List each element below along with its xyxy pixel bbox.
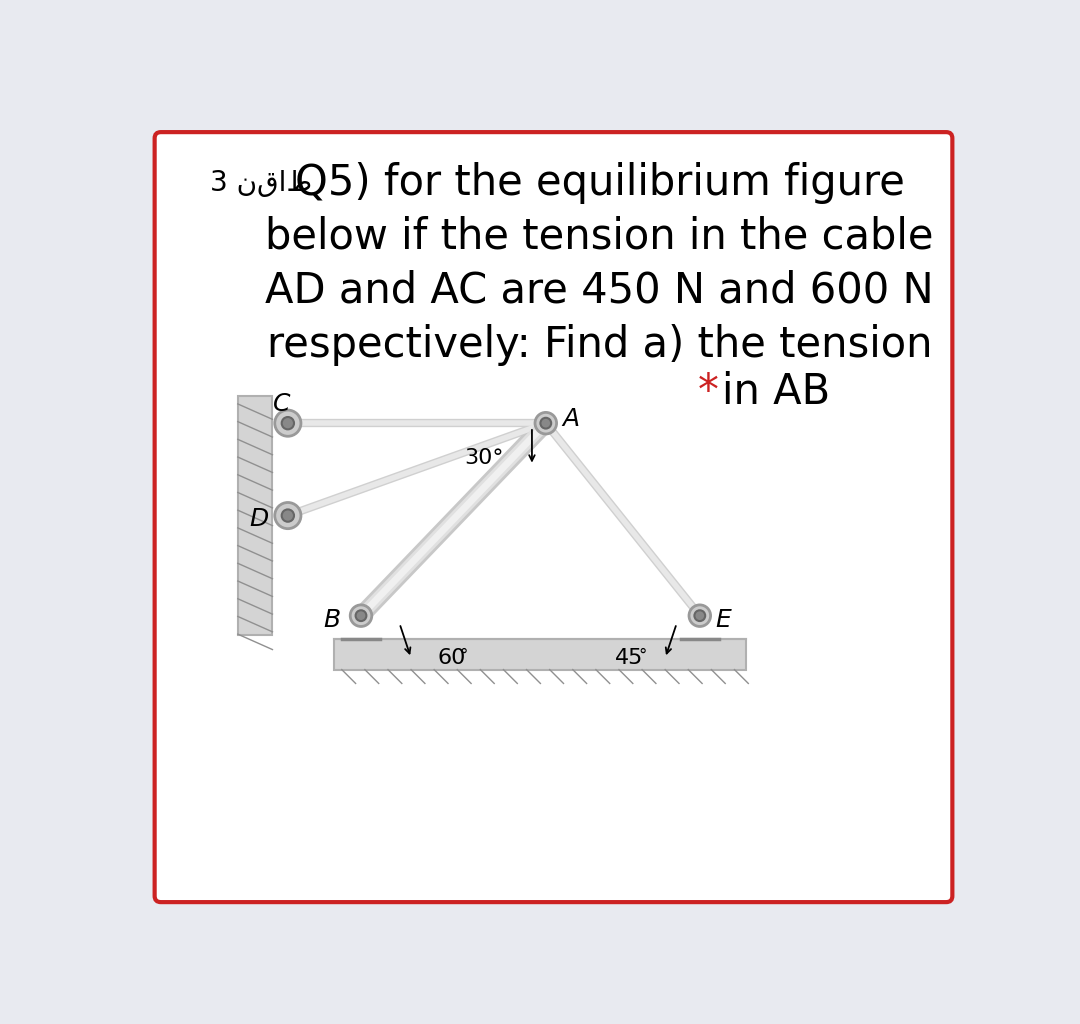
Circle shape <box>540 418 551 429</box>
Circle shape <box>274 503 301 528</box>
Circle shape <box>535 413 556 434</box>
Circle shape <box>694 610 705 622</box>
Text: 60: 60 <box>438 648 467 668</box>
Circle shape <box>355 610 366 622</box>
Text: E: E <box>715 607 731 632</box>
Circle shape <box>350 605 372 627</box>
Text: C: C <box>273 392 291 416</box>
Text: °: ° <box>460 646 468 665</box>
Circle shape <box>282 417 294 429</box>
Text: below if the tension in the cable: below if the tension in the cable <box>266 216 934 258</box>
Text: respectively: Find a) the tension: respectively: Find a) the tension <box>267 324 932 366</box>
Text: *: * <box>698 372 719 414</box>
Bar <box>334 639 746 670</box>
Text: 45: 45 <box>616 648 644 668</box>
Text: Q5) for the equilibrium figure: Q5) for the equilibrium figure <box>295 162 905 204</box>
Circle shape <box>282 509 294 522</box>
FancyBboxPatch shape <box>154 132 953 902</box>
Circle shape <box>689 605 711 627</box>
Text: °: ° <box>638 646 647 665</box>
Text: D: D <box>249 508 268 531</box>
Bar <box>238 396 272 635</box>
Circle shape <box>274 410 301 436</box>
Text: A: A <box>563 408 580 431</box>
Text: AD and AC are 450 N and 600 N: AD and AC are 450 N and 600 N <box>266 269 934 311</box>
Text: 3 نقاط: 3 نقاط <box>210 169 312 197</box>
Text: 30°: 30° <box>464 447 504 468</box>
Text: in AB: in AB <box>723 372 831 414</box>
Text: B: B <box>323 607 340 632</box>
